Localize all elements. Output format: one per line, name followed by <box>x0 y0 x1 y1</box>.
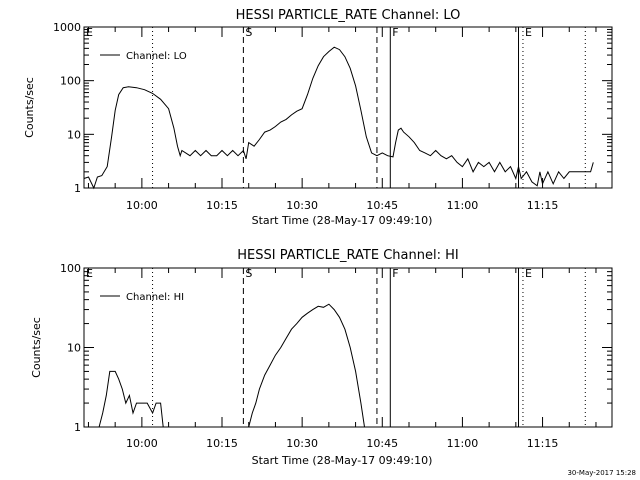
chart-panel-lo: HESSI PARTICLE_RATE Channel: LO Counts/se… <box>23 8 613 227</box>
y-tick-label: 100 <box>60 75 81 88</box>
y-axis-label: Counts/sec <box>30 317 43 378</box>
y-tick-label: 1 <box>74 182 81 195</box>
chart-panel-hi: HESSI PARTICLE_RATE Channel: HI Counts/se… <box>30 248 613 467</box>
y-tick-label: 100 <box>60 262 81 275</box>
x-tick-label: 10:45 <box>366 199 398 212</box>
series-line-0 <box>98 370 164 428</box>
footer-timestamp: 30-May-2017 15:28 <box>567 469 636 477</box>
y-tick-label: 10 <box>67 128 81 141</box>
x-tick-label: 10:15 <box>206 199 238 212</box>
y-tick-label: 1000 <box>53 21 81 34</box>
y-axis-label: Counts/sec <box>23 77 36 138</box>
x-tick-label: 10:30 <box>286 199 318 212</box>
marker-label: E <box>525 26 532 39</box>
x-tick-label: 11:00 <box>447 199 479 212</box>
y-tick-label: 1 <box>74 421 81 434</box>
x-tick-label: 10:00 <box>126 199 158 212</box>
marker-label: E <box>525 267 532 280</box>
chart-title: HESSI PARTICLE_RATE Channel: HI <box>237 248 458 263</box>
x-tick-label: 11:15 <box>527 437 559 450</box>
marker-label: F <box>392 26 398 39</box>
marker-label: F <box>392 267 398 280</box>
legend-label: Channel: HI <box>126 292 184 303</box>
marker-label: E <box>86 267 93 280</box>
series-line-1 <box>248 303 365 428</box>
x-tick-label: 10:00 <box>126 437 158 450</box>
x-axis-label: Start Time (28-May-17 09:49:10) <box>252 214 433 227</box>
y-tick-label: 10 <box>67 342 81 355</box>
chart-title: HESSI PARTICLE_RATE Channel: LO <box>236 8 461 23</box>
x-axis-label: Start Time (28-May-17 09:49:10) <box>252 454 433 467</box>
x-tick-label: 11:00 <box>447 437 479 450</box>
x-tick-label: 11:15 <box>527 199 559 212</box>
x-tick-label: 10:15 <box>206 437 238 450</box>
series-line-0 <box>83 46 594 190</box>
marker-label: S <box>245 267 252 280</box>
legend-label: Channel: LO <box>126 51 187 62</box>
x-tick-label: 10:45 <box>366 437 398 450</box>
marker-label: S <box>245 26 252 39</box>
x-tick-label: 10:30 <box>286 437 318 450</box>
marker-label: E <box>86 26 93 39</box>
